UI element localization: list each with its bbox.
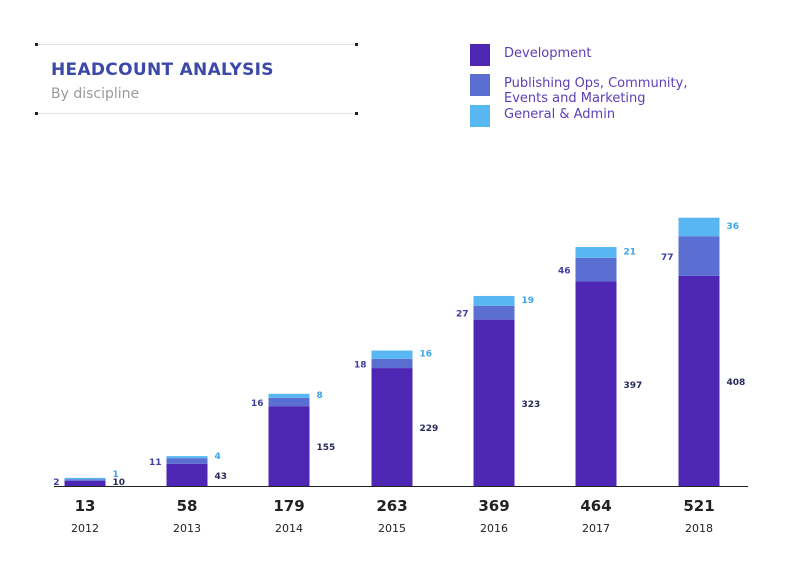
- total-label: 179: [273, 497, 304, 515]
- bar-general-admin: [371, 350, 413, 359]
- bar-development: [575, 281, 617, 486]
- total-label: 13: [75, 497, 96, 515]
- bar-development: [473, 319, 515, 486]
- total-label: 58: [177, 497, 198, 515]
- chart-subtitle: By discipline: [51, 86, 140, 102]
- label-development: 397: [624, 381, 643, 391]
- bar-development: [268, 406, 310, 486]
- legend-label-general-admin: General & Admin: [504, 107, 616, 122]
- total-label: 521: [683, 497, 714, 515]
- label-development: 43: [215, 472, 228, 482]
- bar-development: [64, 480, 106, 486]
- bar-general-admin: [575, 247, 617, 258]
- bar-general-admin: [678, 217, 720, 237]
- label-general-admin: 1: [113, 470, 119, 480]
- label-publishing: 18: [354, 360, 367, 370]
- bar-development: [166, 463, 208, 486]
- bar-publishing: [575, 257, 617, 282]
- year-tick-label: 2013: [173, 522, 201, 535]
- label-publishing: 2: [53, 478, 59, 488]
- corner-marker: [35, 112, 38, 115]
- bar-publishing: [166, 458, 208, 464]
- label-publishing: 11: [149, 458, 162, 468]
- corner-marker: [355, 43, 358, 46]
- year-tick-label: 2015: [378, 522, 406, 535]
- label-development: 229: [420, 424, 439, 434]
- title-box: HEADCOUNT ANALYSIS By discipline: [35, 43, 358, 115]
- corner-marker: [355, 112, 358, 115]
- bar-publishing: [473, 305, 515, 320]
- label-development: 323: [522, 400, 541, 410]
- label-development: 10: [113, 478, 126, 488]
- label-publishing: 16: [251, 399, 264, 409]
- chart-title: HEADCOUNT ANALYSIS: [51, 60, 274, 80]
- bar-development: [678, 275, 720, 486]
- bar-development: [371, 368, 413, 486]
- bar-publishing: [371, 358, 413, 369]
- total-label: 464: [580, 497, 611, 515]
- bar-general-admin: [268, 393, 310, 398]
- bar-publishing: [268, 397, 310, 407]
- label-general-admin: 21: [624, 247, 637, 257]
- legend-label-development: Development: [504, 46, 592, 61]
- total-label: 369: [478, 497, 509, 515]
- year-tick-label: 2014: [275, 522, 303, 535]
- corner-marker: [35, 43, 38, 46]
- label-general-admin: 4: [215, 452, 221, 462]
- legend-swatch-development: [470, 44, 490, 66]
- label-development: 155: [317, 443, 336, 453]
- year-tick-label: 2017: [582, 522, 610, 535]
- bar-publishing: [64, 479, 106, 481]
- label-general-admin: 19: [522, 296, 535, 306]
- year-tick-label: 2012: [71, 522, 99, 535]
- year-tick-label: 2016: [480, 522, 508, 535]
- label-general-admin: 8: [317, 391, 323, 401]
- legend-swatch-general-admin: [470, 105, 490, 127]
- label-publishing: 77: [661, 253, 674, 263]
- year-tick-label: 2018: [685, 522, 713, 535]
- legend-swatch-publishing: [470, 74, 490, 96]
- label-general-admin: 16: [420, 350, 433, 360]
- bar-general-admin: [473, 295, 515, 306]
- label-general-admin: 36: [727, 222, 740, 232]
- label-publishing: 27: [456, 310, 469, 320]
- total-label: 263: [376, 497, 407, 515]
- legend-label-publishing: Publishing Ops, Community, Events and Ma…: [504, 76, 688, 106]
- bar-general-admin: [64, 477, 106, 480]
- label-development: 408: [727, 378, 746, 388]
- label-publishing: 46: [558, 267, 571, 277]
- bar-publishing: [678, 236, 720, 276]
- bar-general-admin: [166, 456, 208, 459]
